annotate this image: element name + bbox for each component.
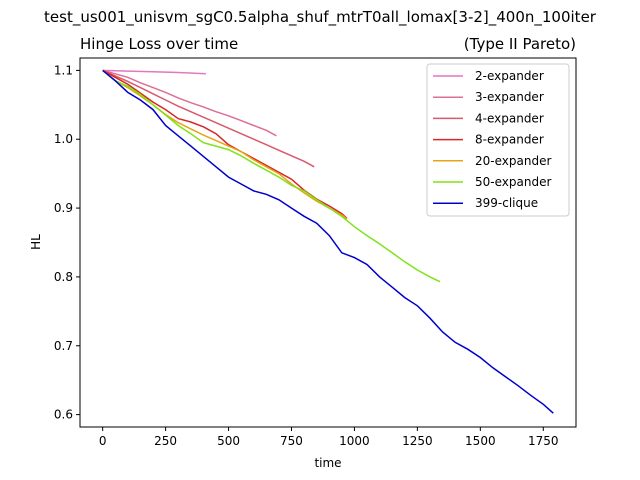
x-tick-label: 1000: [339, 434, 370, 448]
y-axis-label: HL: [29, 234, 43, 250]
y-tick-label: 1.1: [54, 63, 73, 77]
x-tick-label: 250: [154, 434, 177, 448]
legend-box: [426, 63, 570, 217]
y-axis-ticks: 0.6 0.7 0.8 0.9 1.0 1.1: [54, 63, 80, 422]
legend-label: 2-expander: [475, 69, 544, 83]
series-line-2-expander: [102, 69, 206, 75]
figure-title: test_us001_unisvm_sgC0.5alpha_shuf_mtrT0…: [44, 8, 596, 26]
x-axis-ticks: 0 250 500 750 1000 1250 1500 1750: [99, 427, 559, 448]
y-tick-label: 0.7: [54, 339, 73, 353]
y-tick-label: 0.8: [54, 270, 73, 284]
legend-label: 399-clique: [475, 196, 538, 210]
chart-subtitle: (Type II Pareto): [463, 35, 576, 53]
series-line-4-expander: [102, 69, 315, 168]
legend-label: 3-expander: [475, 90, 544, 104]
series-line-50-expander: [102, 69, 441, 283]
legend-label: 8-expander: [475, 133, 544, 147]
legend-label: 4-expander: [475, 111, 544, 125]
x-tick-label: 750: [280, 434, 303, 448]
x-tick-label: 500: [217, 434, 240, 448]
legend: 2-expander 3-expander 4-expander 8-expander…: [426, 63, 570, 217]
series-lines: [102, 69, 554, 414]
x-axis-label: time: [314, 456, 341, 470]
x-tick-label: 1750: [528, 434, 559, 448]
legend-label: 50-expander: [475, 175, 551, 189]
x-tick-label: 1500: [465, 434, 496, 448]
y-tick-label: 1.0: [54, 132, 73, 146]
legend-label: 20-expander: [475, 154, 551, 168]
plot-frame: [79, 57, 577, 428]
chart-title: Hinge Loss over time: [80, 35, 239, 53]
series-line-399-clique: [102, 69, 554, 414]
y-tick-label: 0.6: [54, 408, 73, 422]
series-line-3-expander: [102, 69, 277, 137]
y-tick-label: 0.9: [54, 201, 73, 215]
x-tick-label: 1250: [402, 434, 433, 448]
x-tick-label: 0: [99, 434, 107, 448]
